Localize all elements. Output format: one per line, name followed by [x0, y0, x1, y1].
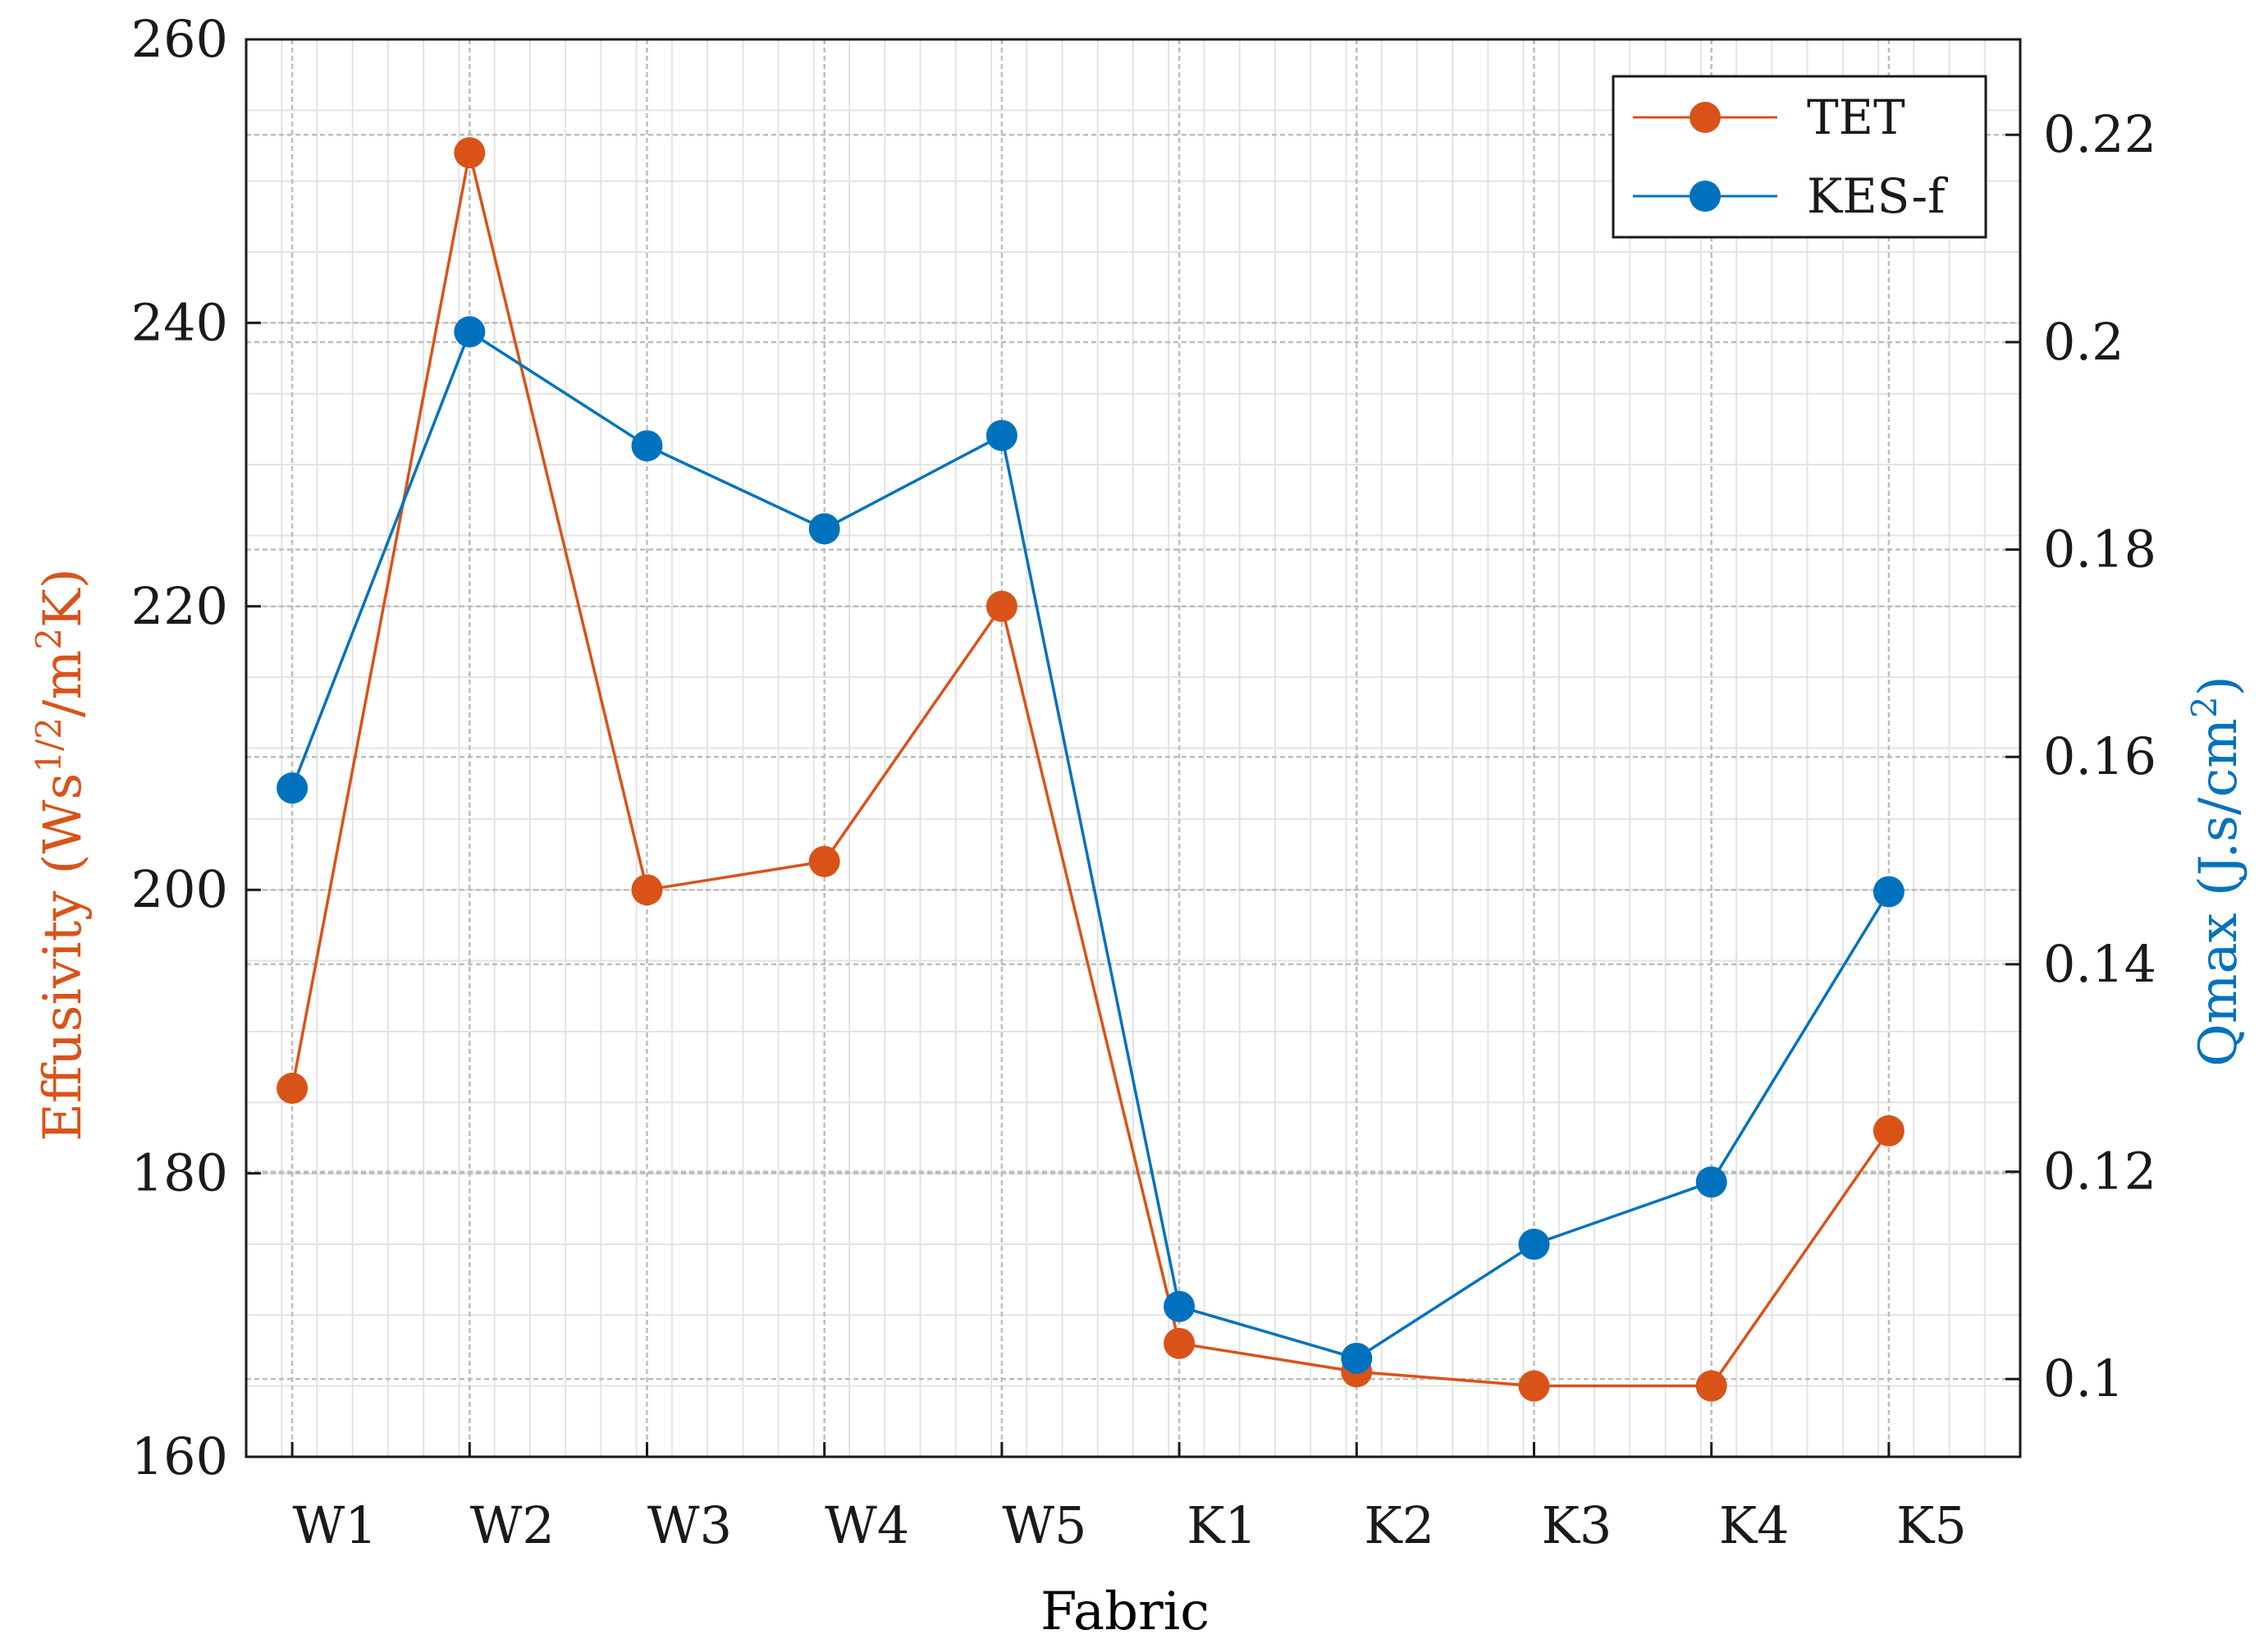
y-right-tick-label: 0.12 [2043, 1142, 2156, 1202]
data-point-tet [277, 1072, 309, 1104]
data-point-kes-f [985, 419, 1017, 451]
data-point-kes-f [277, 772, 309, 804]
x-tick-label: K2 [1364, 1495, 1434, 1555]
data-point-kes-f [631, 430, 663, 462]
y-axis-left-title: Effusivity (Ws1/2/m2K) [29, 568, 94, 1142]
data-point-tet [985, 590, 1017, 622]
data-point-kes-f [1872, 876, 1904, 908]
y-left-tick-label: 200 [131, 859, 228, 919]
plot-frame [245, 38, 2022, 1458]
data-point-tet [808, 845, 840, 877]
legend: TET KES-f [1612, 75, 1987, 239]
y-right-tick-label: 0.14 [2043, 934, 2156, 994]
legend-marker-tet [1690, 102, 1721, 133]
legend-marker-kes-f [1690, 181, 1721, 212]
x-axis-title: Fabric [1040, 1582, 1209, 1639]
x-tick-label: W4 [825, 1495, 909, 1555]
y-left-tick-label: 240 [131, 292, 228, 352]
y-left-tick-label: 160 [131, 1426, 228, 1486]
data-point-tet [1518, 1370, 1550, 1402]
series-line-kes-f [290, 329, 1891, 1360]
y-axis-right-title: Qmax (J.s/cm2) [2184, 675, 2250, 1066]
data-point-tet [1872, 1115, 1904, 1147]
data-point-tet [631, 874, 663, 906]
series-line-tet [290, 152, 1891, 1388]
data-point-tet [1164, 1327, 1196, 1359]
data-point-kes-f [454, 316, 486, 348]
legend-box [1612, 75, 1987, 239]
data-point-tet [1695, 1370, 1727, 1402]
x-tick-label: W3 [647, 1495, 732, 1555]
x-tick-label: K5 [1896, 1495, 1967, 1555]
data-point-tet [454, 137, 486, 169]
data-point-kes-f [1518, 1229, 1550, 1261]
y-left-tick-label: 260 [131, 9, 228, 69]
y-right-tick-label: 0.1 [2043, 1348, 2124, 1408]
x-tick-label: K3 [1542, 1495, 1612, 1555]
axis-ticks: 160 180 200 220 240 260 0.1 0.12 0.14 0.16 0.18 0.2… [131, 9, 2156, 1555]
data-point-kes-f [1341, 1342, 1373, 1374]
y-right-tick-label: 0.18 [2043, 520, 2156, 579]
data-point-kes-f [808, 513, 840, 545]
legend-label-tet: TET [1807, 89, 1905, 145]
data-point-kes-f [1164, 1290, 1196, 1322]
x-tick-label: W5 [1002, 1495, 1086, 1555]
x-tick-label: W1 [293, 1495, 377, 1555]
grid [246, 38, 2020, 1458]
y-right-tick-label: 0.16 [2043, 726, 2156, 786]
y-right-tick-label: 0.2 [2043, 312, 2124, 372]
legend-label-kes-f: KES-f [1807, 168, 1948, 224]
x-tick-label: K1 [1187, 1495, 1257, 1555]
data-point-kes-f [1695, 1166, 1727, 1198]
y-left-tick-label: 220 [131, 576, 228, 636]
y-left-tick-label: 180 [131, 1143, 228, 1203]
x-tick-label: K4 [1719, 1495, 1790, 1555]
y-right-tick-label: 0.22 [2043, 104, 2156, 164]
x-tick-label: W2 [470, 1495, 555, 1555]
series-layer [277, 137, 1904, 1402]
